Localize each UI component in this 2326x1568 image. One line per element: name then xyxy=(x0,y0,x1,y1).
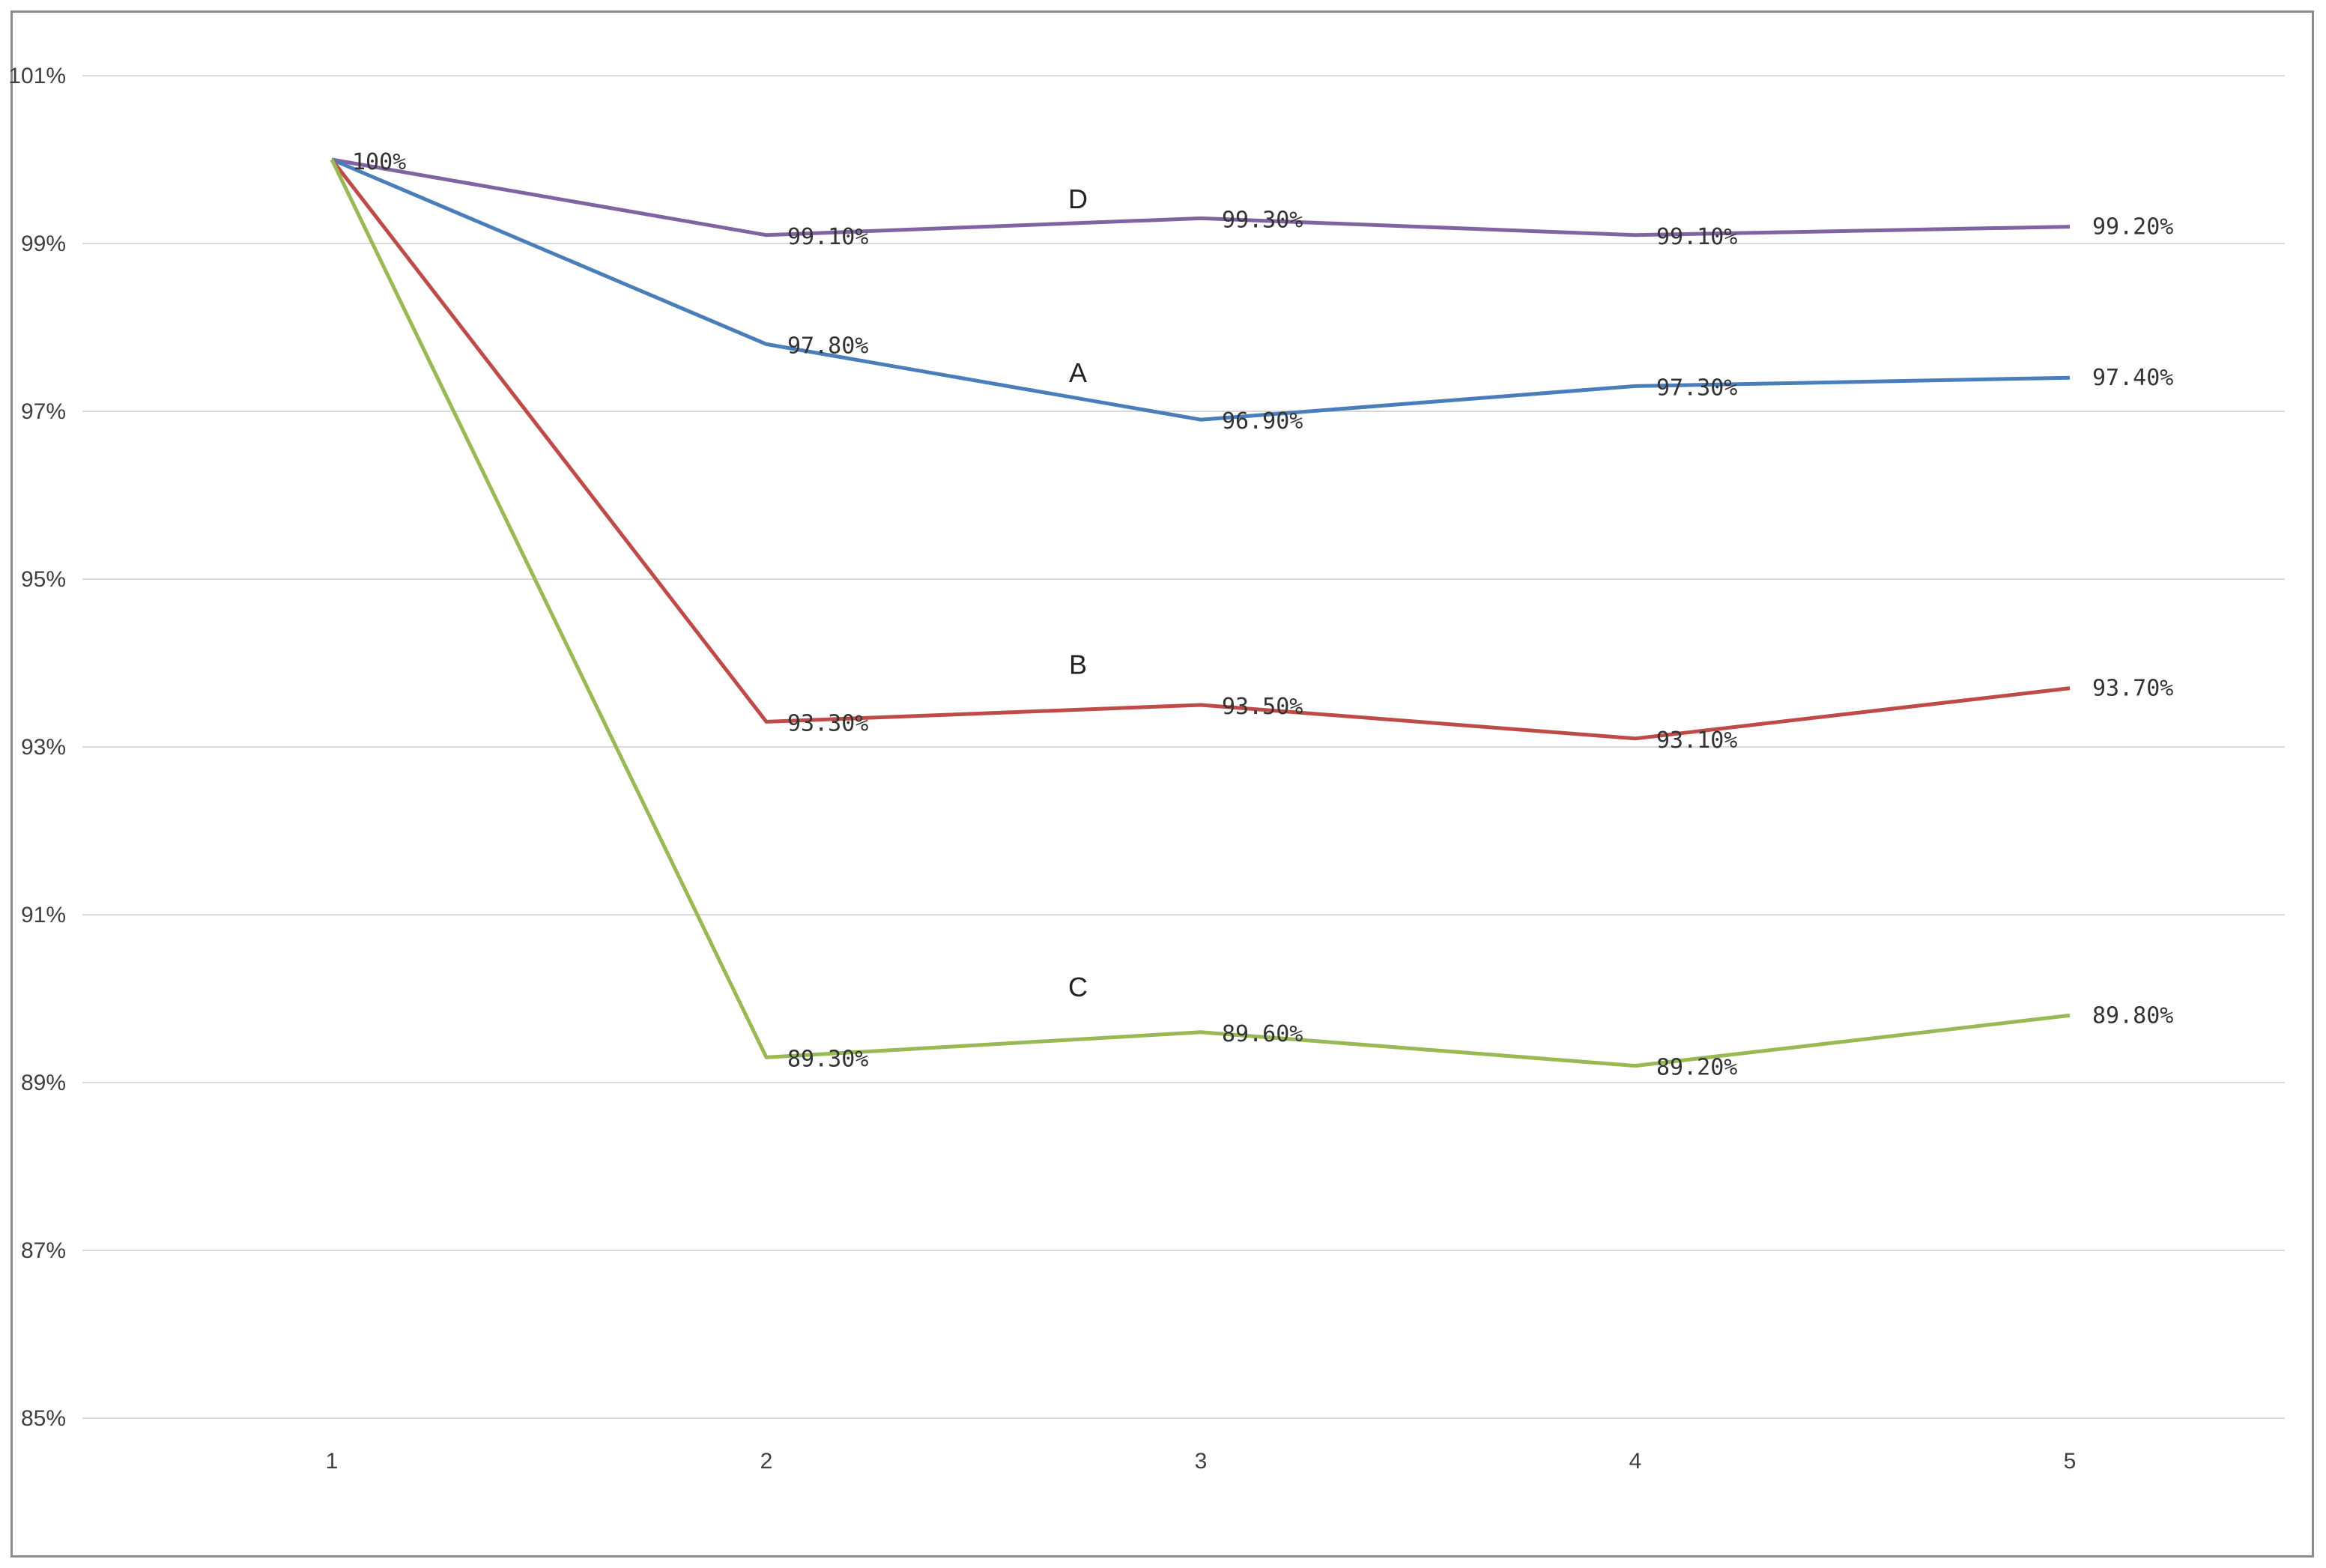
data-label-A-3: 96.90% xyxy=(1222,408,1303,435)
y-tick-label-95: 95% xyxy=(21,567,66,592)
series-line-B xyxy=(330,158,2071,741)
series-line-D xyxy=(331,157,2071,237)
x-tick-label-2: 2 xyxy=(760,1449,773,1474)
series-name-label-B: B xyxy=(1069,650,1087,680)
x-tick-label-5: 5 xyxy=(2064,1449,2077,1474)
x-tick-label-4: 4 xyxy=(1629,1449,1642,1474)
series-line-C xyxy=(330,158,2071,1068)
y-tick-label-97: 97% xyxy=(21,399,66,424)
data-label-D-2: 99.10% xyxy=(787,224,868,250)
data-label-C-5: 89.80% xyxy=(2092,1002,2173,1029)
data-label-D-5: 99.20% xyxy=(2092,214,2173,240)
y-tick-label-91: 91% xyxy=(21,903,66,927)
x-tick-label-3: 3 xyxy=(1195,1449,1208,1474)
x-tick-label-1: 1 xyxy=(326,1449,339,1474)
chart-frame xyxy=(10,10,2314,1558)
data-label-B-4: 93.10% xyxy=(1656,727,1737,754)
series-name-label-C: C xyxy=(1068,972,1088,1002)
data-label-D-4: 99.10% xyxy=(1656,224,1737,250)
data-label-B-5: 93.70% xyxy=(2092,676,2173,702)
y-tick-label-87: 87% xyxy=(21,1238,66,1263)
y-tick-label-99: 99% xyxy=(21,231,66,256)
data-label-D-3: 99.30% xyxy=(1222,207,1303,233)
data-label-B-3: 93.50% xyxy=(1222,694,1303,720)
data-label-C-3: 89.60% xyxy=(1222,1021,1303,1047)
series-name-label-D: D xyxy=(1068,184,1088,214)
y-tick-label-89: 89% xyxy=(21,1071,66,1095)
y-tick-label-101: 101% xyxy=(8,64,66,88)
series-line-A xyxy=(331,157,2071,422)
y-tick-label-93: 93% xyxy=(21,735,66,760)
data-label-A-2: 97.80% xyxy=(787,333,868,359)
data-label-C-2: 89.30% xyxy=(787,1046,868,1072)
data-label-start: 100% xyxy=(352,149,406,175)
series-name-label-A: A xyxy=(1069,357,1087,388)
data-label-B-2: 93.30% xyxy=(787,710,868,736)
y-tick-label-85: 85% xyxy=(21,1406,66,1431)
data-label-A-5: 97.40% xyxy=(2092,365,2173,391)
data-label-C-4: 89.20% xyxy=(1656,1055,1737,1081)
data-label-A-4: 97.30% xyxy=(1656,375,1737,401)
